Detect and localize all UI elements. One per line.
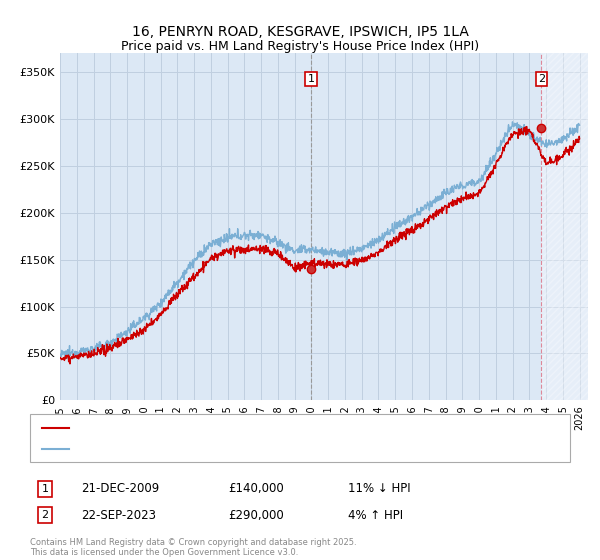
Text: HPI: Average price, semi-detached house, East Suffolk: HPI: Average price, semi-detached house,… [72, 444, 356, 454]
Text: 4% ↑ HPI: 4% ↑ HPI [348, 508, 403, 522]
Text: 1: 1 [41, 484, 49, 494]
Text: 16, PENRYN ROAD, KESGRAVE, IPSWICH, IP5 1LA: 16, PENRYN ROAD, KESGRAVE, IPSWICH, IP5 … [131, 25, 469, 39]
Text: 1: 1 [307, 74, 314, 84]
Text: 16, PENRYN ROAD, KESGRAVE, IPSWICH, IP5 1LA (semi-detached house): 16, PENRYN ROAD, KESGRAVE, IPSWICH, IP5 … [72, 423, 448, 433]
Text: 2: 2 [41, 510, 49, 520]
Bar [541, 53, 588, 400]
Text: 21-DEC-2009: 21-DEC-2009 [81, 482, 159, 496]
Text: 11% ↓ HPI: 11% ↓ HPI [348, 482, 410, 496]
Text: Price paid vs. HM Land Registry's House Price Index (HPI): Price paid vs. HM Land Registry's House … [121, 40, 479, 53]
Text: 22-SEP-2023: 22-SEP-2023 [81, 508, 156, 522]
Text: £290,000: £290,000 [228, 508, 284, 522]
Text: 2: 2 [538, 74, 545, 84]
Text: £140,000: £140,000 [228, 482, 284, 496]
Text: Contains HM Land Registry data © Crown copyright and database right 2025.
This d: Contains HM Land Registry data © Crown c… [30, 538, 356, 557]
